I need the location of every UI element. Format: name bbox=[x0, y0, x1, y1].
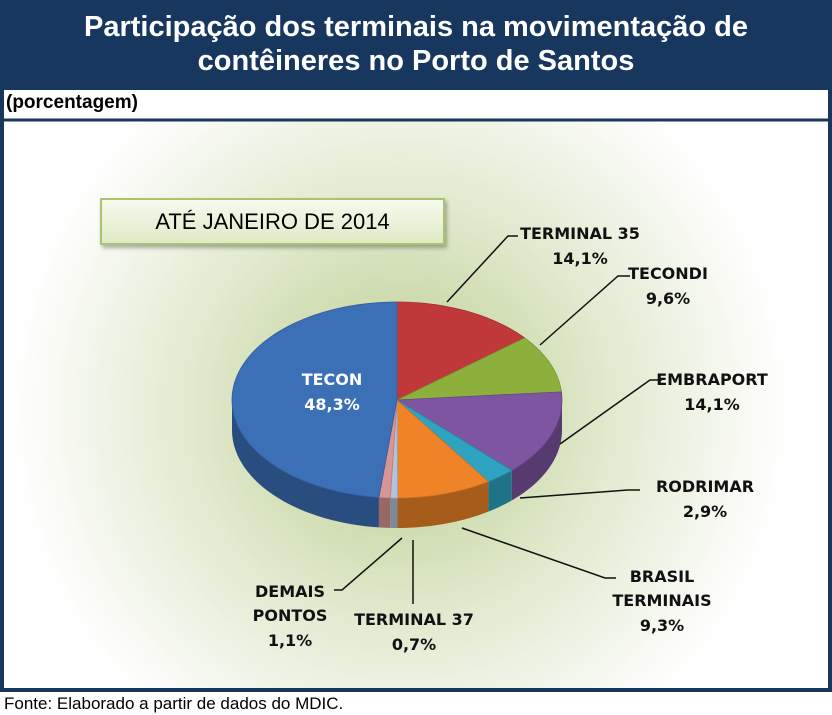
value-label: 0,7% bbox=[391, 635, 437, 654]
value-label: 48,3% bbox=[304, 395, 360, 414]
value-label: 9,3% bbox=[639, 616, 685, 635]
slice bbox=[396, 399, 513, 483]
slice-label: EMBRAPORT bbox=[656, 370, 768, 389]
slice-label: TECON bbox=[301, 370, 363, 389]
frame bbox=[0, 86, 832, 692]
slice-side bbox=[232, 400, 379, 528]
value-label: 2,9% bbox=[682, 502, 728, 521]
slice-side bbox=[511, 400, 562, 501]
value-label: 9,6% bbox=[645, 289, 691, 308]
slice-side bbox=[397, 481, 489, 528]
leader-line bbox=[559, 379, 662, 445]
slice bbox=[395, 391, 563, 471]
slice-label: RODRIMAR bbox=[655, 477, 755, 496]
slice-label: TECONDI bbox=[628, 264, 708, 283]
slice bbox=[231, 301, 398, 498]
subtitle: (porcentagem) bbox=[6, 92, 138, 113]
slice bbox=[396, 337, 562, 401]
chart-title: Participação dos terminais na movimentaç… bbox=[0, 0, 832, 88]
slice-side bbox=[390, 497, 398, 528]
slice bbox=[396, 399, 490, 499]
leader-line bbox=[461, 527, 616, 579]
value-label: 1,1% bbox=[267, 631, 313, 650]
value-label: 14,1% bbox=[684, 395, 740, 414]
value-label: 14,1% bbox=[552, 249, 608, 268]
slice bbox=[396, 301, 526, 401]
leader-line bbox=[334, 537, 403, 591]
slice-label: TERMINAL 37 bbox=[354, 610, 474, 629]
source: Fonte: Elaborado a partir de dados do MD… bbox=[4, 694, 344, 713]
leader-line bbox=[539, 275, 630, 346]
slice-label: TERMINAL 35 bbox=[520, 224, 640, 243]
slice-side bbox=[488, 470, 512, 512]
slice-side bbox=[378, 497, 391, 528]
annotation: ATÉ JANEIRO DE 2014 bbox=[100, 198, 445, 245]
slice-label: BRASIL TERMINAIS bbox=[612, 567, 712, 610]
leader-line bbox=[519, 489, 640, 499]
slice-label: DEMAIS PONTOS bbox=[252, 582, 328, 625]
leader-line bbox=[446, 235, 518, 303]
